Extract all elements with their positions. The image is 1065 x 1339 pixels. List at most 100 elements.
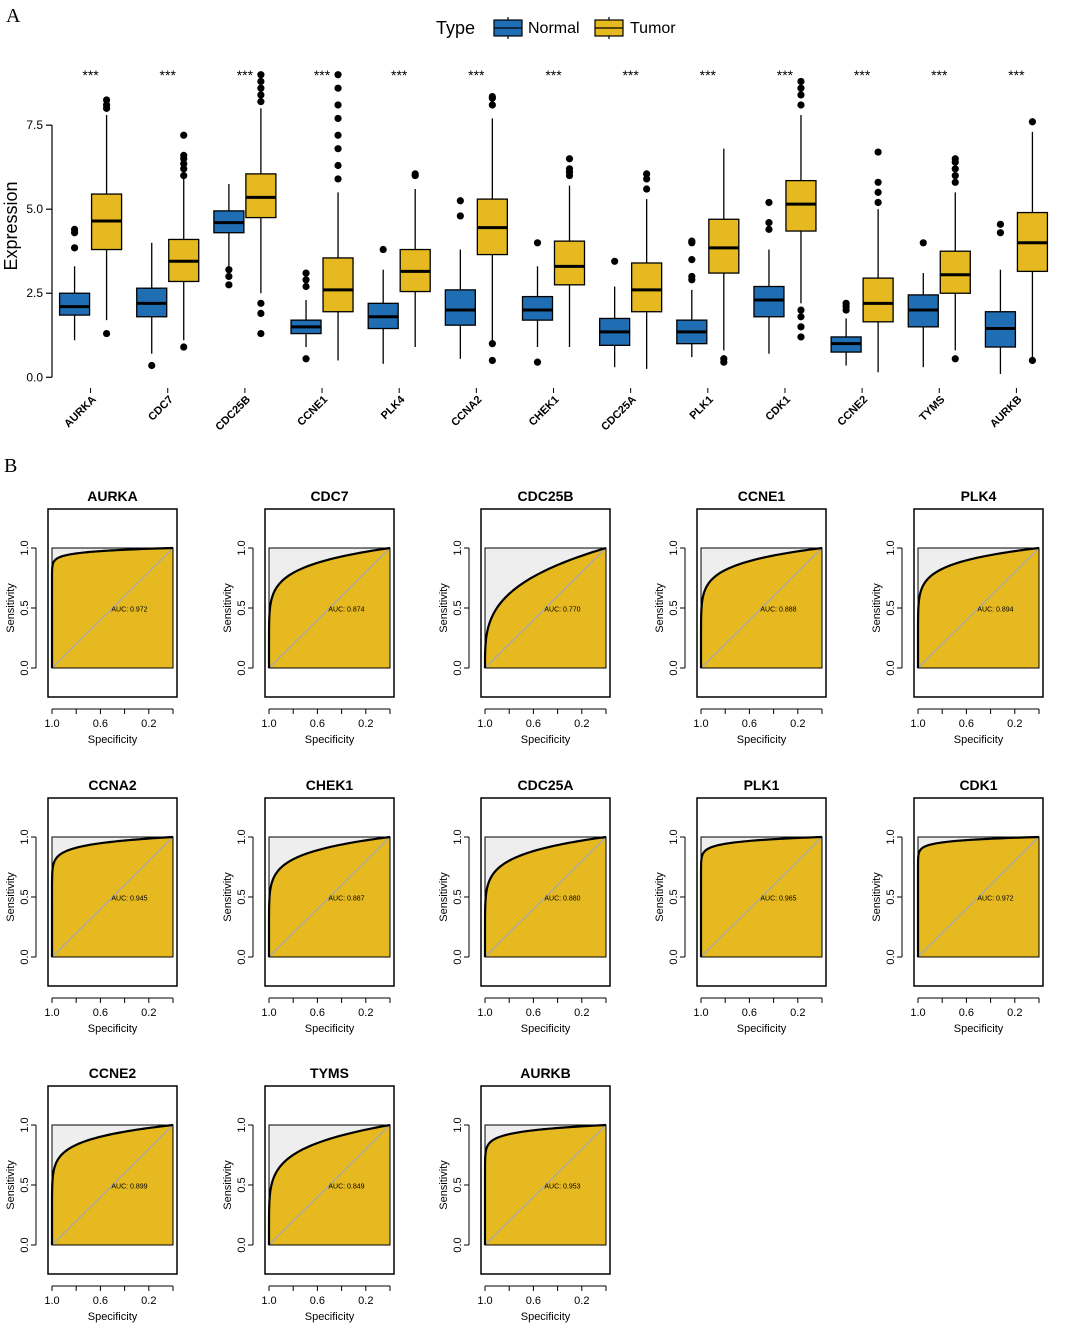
roc-plot-border — [700, 547, 823, 669]
roc-plot-border — [51, 547, 174, 669]
outlier-point — [1028, 118, 1037, 126]
roc-y-axis-label: Sensitivity — [654, 872, 666, 922]
roc-plot-border — [268, 836, 391, 958]
roc-diagonal — [700, 836, 823, 958]
outlier-point — [180, 171, 188, 180]
significance-label: *** — [854, 67, 871, 83]
outlier-point — [720, 355, 728, 363]
x-tick-label: CDC25B — [213, 394, 253, 434]
x-tick-label: CCNE2 — [835, 394, 870, 429]
box-normal-aurka — [58, 225, 91, 341]
roc-auc-label: AUC: 0.899 — [111, 1184, 147, 1191]
roc-x-tick-label: 1.0 — [477, 1295, 492, 1307]
roc-curve — [699, 546, 823, 669]
roc-x-axis-label: Specificity — [737, 1023, 787, 1035]
outlier-point — [148, 361, 156, 370]
outlier-point — [334, 84, 342, 92]
outlier-point — [180, 343, 188, 351]
outlier-point — [1028, 356, 1037, 365]
roc-title: TYMS — [310, 1065, 349, 1081]
outlier-point — [797, 91, 805, 99]
roc-x-tick-label: 0.2 — [1007, 718, 1022, 730]
outlier-point — [951, 171, 959, 180]
roc-panel-cdc25b: CDC25B AUC: 0.770 0.0 0.5 1.0 Sensitivity 1.0 0… — [438, 488, 611, 746]
box-tumor-cdc25a — [631, 170, 663, 369]
outlier-point — [797, 323, 805, 331]
roc-y-axis-label: Sensitivity — [438, 1160, 450, 1210]
roc-curve — [916, 546, 1040, 669]
box-iqr — [245, 173, 277, 219]
box-tumor-aurka — [90, 96, 123, 338]
roc-panel-chek1: CHEK1 AUC: 0.887 0.0 0.5 1.0 Sensitivity 1.0 0.… — [222, 777, 395, 1035]
roc-title: CCNE2 — [89, 1065, 137, 1081]
roc-auc-label: AUC: 0.888 — [760, 607, 796, 614]
roc-y-tick-label: 0.5 — [668, 600, 680, 615]
roc-title: PLK1 — [744, 777, 780, 793]
roc-curve — [50, 546, 174, 669]
roc-curve — [916, 835, 1040, 958]
roc-panel-cdc25a: CDC25A AUC: 0.880 0.0 0.5 1.0 Sensitivity 1.0 0… — [438, 777, 611, 1035]
roc-diagonal — [268, 836, 391, 958]
roc-curve — [483, 546, 607, 669]
x-tick-label: CCNE1 — [295, 394, 330, 429]
outlier-point — [951, 155, 959, 163]
outlier-point — [302, 355, 310, 363]
roc-title: AURKB — [520, 1065, 571, 1081]
roc-y-tick-label: 1.0 — [236, 1117, 248, 1132]
roc-plot-border — [484, 1124, 607, 1246]
outlier-point — [842, 299, 850, 307]
roc-x-tick-label: 1.0 — [261, 1007, 276, 1019]
outlier-point — [874, 178, 882, 186]
roc-diagonal — [484, 547, 607, 669]
roc-panel-plk1: PLK1 AUC: 0.965 0.0 0.5 1.0 Sensitivity 1.0 0.6… — [654, 777, 827, 1035]
roc-y-tick-label: 0.5 — [19, 889, 31, 904]
outlier-point — [797, 77, 805, 86]
roc-diagonal — [268, 547, 391, 669]
x-tick-label: AURKB — [988, 394, 1025, 431]
roc-x-tick-label: 0.6 — [959, 1007, 974, 1019]
roc-x-tick-label: 1.0 — [910, 1007, 925, 1019]
outlier-point — [180, 160, 188, 168]
roc-plot-border — [484, 836, 607, 958]
roc-auc-label: AUC: 0.874 — [328, 607, 364, 614]
roc-y-axis-label: Sensitivity — [871, 872, 883, 922]
box-normal-tyms — [907, 239, 939, 368]
roc-diagonal — [51, 836, 174, 958]
significance-label: *** — [82, 67, 99, 83]
roc-y-axis-label: Sensitivity — [222, 1160, 234, 1210]
roc-x-tick-label: 1.0 — [693, 1007, 708, 1019]
significance-label: *** — [777, 67, 794, 83]
outlier-point — [257, 329, 265, 338]
roc-x-tick-label: 1.0 — [44, 1007, 59, 1019]
roc-y-tick-label: 1.0 — [885, 540, 897, 555]
roc-x-axis-label: Specificity — [88, 1023, 138, 1035]
roc-diagonal — [484, 836, 607, 958]
roc-auc-label: AUC: 0.945 — [111, 896, 147, 903]
outlier-point — [70, 225, 79, 233]
box-iqr — [444, 289, 476, 326]
box-tumor-ccna2 — [476, 92, 508, 365]
significance-label: *** — [237, 67, 254, 83]
roc-plot-border — [917, 836, 1040, 958]
roc-y-tick-label: 0.0 — [19, 949, 31, 964]
roc-x-tick-label: 0.2 — [574, 1007, 589, 1019]
box-tumor-cdc7 — [168, 131, 200, 351]
legend-label-tumor: Tumor — [630, 20, 676, 37]
roc-curve — [267, 835, 391, 958]
outlier-point — [334, 101, 342, 109]
outlier-point — [257, 77, 265, 86]
box-normal-aurkb — [984, 220, 1017, 374]
box-normal-ccna2 — [444, 197, 476, 359]
roc-y-tick-label: 0.5 — [236, 600, 248, 615]
roc-y-axis-label: Sensitivity — [654, 583, 666, 633]
outlier-point — [456, 197, 464, 205]
roc-x-tick-label: 1.0 — [261, 718, 276, 730]
outlier-point — [996, 229, 1005, 237]
outlier-point — [951, 165, 959, 173]
box-iqr — [785, 179, 817, 232]
box-iqr — [939, 250, 971, 294]
roc-auc-label: AUC: 0.953 — [544, 1184, 580, 1191]
outlier-point — [643, 175, 651, 183]
legend-label-normal: Normal — [528, 20, 580, 37]
roc-x-tick-label: 0.6 — [93, 1007, 108, 1019]
